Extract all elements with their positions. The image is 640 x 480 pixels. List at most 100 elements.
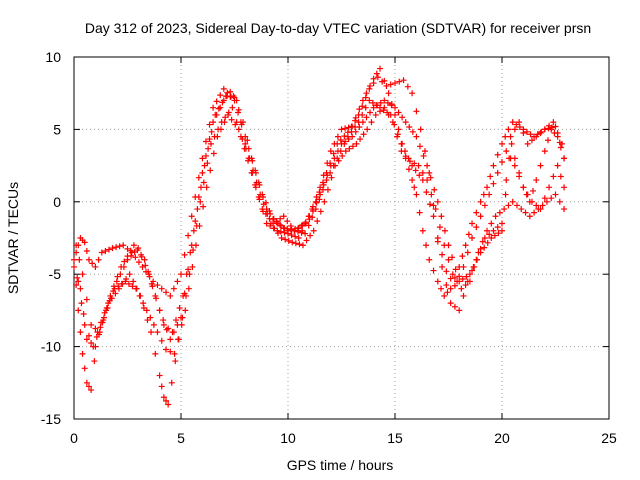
data-point: [281, 225, 288, 232]
data-point: [526, 213, 533, 220]
data-point: [550, 173, 557, 180]
data-point: [299, 221, 306, 228]
data-point: [421, 148, 428, 155]
data-point: [387, 81, 394, 88]
data-point: [310, 227, 317, 234]
data-point: [73, 282, 80, 289]
data-point: [528, 137, 535, 144]
data-point: [434, 278, 441, 285]
data-point: [242, 133, 249, 140]
data-point: [367, 109, 374, 116]
series-track-2: [73, 74, 568, 336]
data-point: [436, 224, 443, 231]
data-point: [552, 191, 559, 198]
data-point: [81, 321, 88, 328]
data-point: [531, 133, 538, 140]
data-point: [445, 242, 452, 249]
axis-ticks: 0 5 10 15 20 25 -15 -10 -5 0 5 10: [41, 49, 617, 446]
data-point: [516, 173, 523, 180]
data-point: [490, 180, 497, 187]
data-point: [392, 80, 398, 87]
series-track-5: [73, 85, 568, 299]
data-point: [235, 126, 242, 133]
data-point: [188, 213, 195, 220]
data-point: [430, 213, 437, 220]
data-point: [142, 262, 149, 269]
data-point: [81, 239, 88, 246]
data-point: [105, 246, 112, 253]
data-point: [197, 184, 204, 191]
data-point: [524, 191, 531, 198]
data-point: [185, 232, 192, 239]
chart-title: Day 312 of 2023, Sidereal Day-to-day VTE…: [85, 20, 591, 36]
data-point: [561, 206, 568, 213]
data-point: [379, 78, 386, 85]
data-point: [399, 114, 406, 121]
data-point: [424, 162, 431, 169]
data-point: [426, 256, 433, 263]
data-point: [156, 372, 163, 379]
data-point: [256, 181, 263, 188]
data-point: [192, 193, 199, 200]
data-point: [90, 343, 97, 350]
data-point: [324, 172, 331, 179]
data-point: [377, 99, 384, 106]
data-point: [477, 213, 484, 220]
data-point: [420, 152, 427, 159]
data-point: [139, 263, 146, 270]
data-point: [409, 177, 416, 184]
data-point: [158, 285, 165, 292]
data-point: [95, 256, 102, 263]
data-point: [150, 321, 157, 328]
data-point: [545, 125, 552, 132]
data-point: [202, 152, 209, 159]
data-point: [346, 145, 353, 152]
data-point: [400, 77, 407, 84]
data-point: [359, 103, 366, 110]
data-point: [320, 181, 327, 188]
data-point: [192, 242, 199, 249]
data-point: [200, 203, 207, 210]
data-point: [352, 128, 359, 135]
data-point: [352, 117, 359, 124]
data-point: [535, 206, 542, 213]
data-point: [518, 206, 525, 213]
data-point: [160, 394, 167, 401]
data-point: [459, 253, 466, 260]
data-point: [516, 123, 523, 130]
data-point: [313, 199, 320, 206]
data-point: [156, 307, 163, 314]
data-point: [140, 304, 147, 311]
data-point: [469, 220, 476, 227]
data-point: [116, 243, 123, 250]
data-point: [430, 202, 437, 209]
y-tick-label: 0: [53, 194, 61, 210]
data-point: [392, 104, 398, 111]
data-point: [345, 124, 352, 131]
data-point: [140, 300, 147, 307]
data-point: [321, 198, 328, 205]
data-point: [227, 93, 234, 100]
data-point: [204, 160, 211, 167]
data-point: [83, 379, 90, 386]
data-point: [456, 273, 463, 280]
y-tick-label: -10: [41, 339, 61, 355]
x-tick-label: 5: [177, 430, 185, 446]
data-point: [411, 184, 418, 191]
data-point: [128, 249, 135, 256]
data-point: [207, 140, 214, 147]
data-point: [331, 155, 338, 162]
data-point: [342, 125, 349, 132]
data-point: [416, 143, 423, 150]
data-point: [108, 295, 115, 302]
data-point: [299, 242, 306, 249]
data-point: [123, 276, 130, 283]
data-point: [523, 128, 530, 135]
data-point: [171, 350, 178, 357]
data-point: [460, 263, 467, 270]
data-point: [185, 266, 192, 273]
x-tick-label: 10: [280, 430, 296, 446]
data-point: [374, 102, 381, 109]
data-point: [292, 225, 299, 232]
data-point: [511, 162, 518, 169]
